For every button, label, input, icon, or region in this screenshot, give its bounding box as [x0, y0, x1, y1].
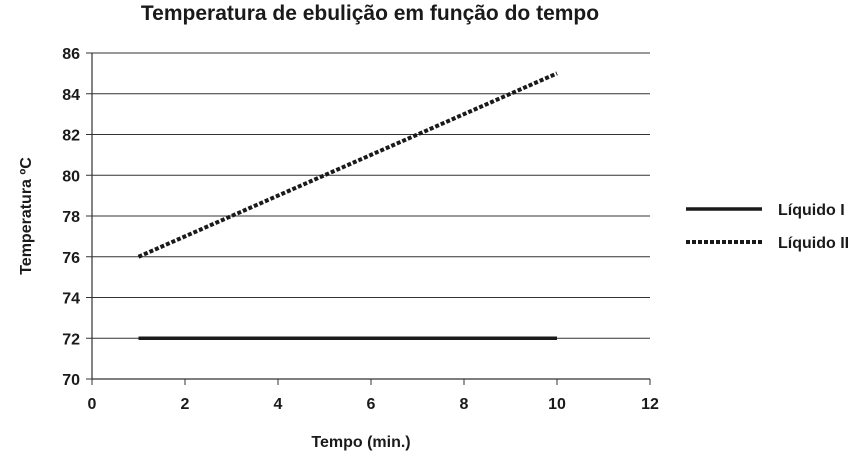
y-tick-label: 76 [62, 250, 80, 267]
x-axis-label: Tempo (min.) [311, 434, 410, 451]
y-axis-label: Temperatura ºC [18, 157, 35, 275]
axes [86, 52, 651, 385]
legend-label-2: Líquido II [778, 235, 849, 252]
legend-label-1: Líquido I [778, 202, 845, 219]
y-tick-label: 72 [62, 331, 80, 348]
grid-lines [92, 52, 650, 339]
x-tick-label: 8 [460, 396, 469, 413]
x-tick-label: 4 [274, 396, 283, 413]
x-tick-label: 6 [367, 396, 376, 413]
y-tick-label: 82 [62, 128, 80, 145]
y-tick-label: 78 [62, 209, 80, 226]
x-tick-label: 10 [548, 396, 566, 413]
x-tick-label: 12 [641, 396, 659, 413]
y-tick-label: 86 [62, 46, 80, 63]
y-tick-label: 84 [62, 87, 80, 104]
y-tick-labels: 70 72 74 76 78 80 82 84 86 [62, 46, 80, 389]
y-tick-label: 70 [62, 372, 80, 389]
x-tick-label: 2 [181, 396, 190, 413]
legend: Líquido I Líquido II [686, 202, 849, 252]
series-lines [137, 71, 558, 340]
x-tick-label: 0 [88, 396, 97, 413]
series-line-2 [137, 71, 558, 259]
y-tick-label: 80 [62, 168, 80, 185]
y-tick-label: 74 [62, 291, 80, 308]
x-tick-labels: 0 2 4 6 8 10 12 [88, 396, 659, 413]
chart-title: Temperatura de ebulição em função do tem… [140, 2, 600, 25]
